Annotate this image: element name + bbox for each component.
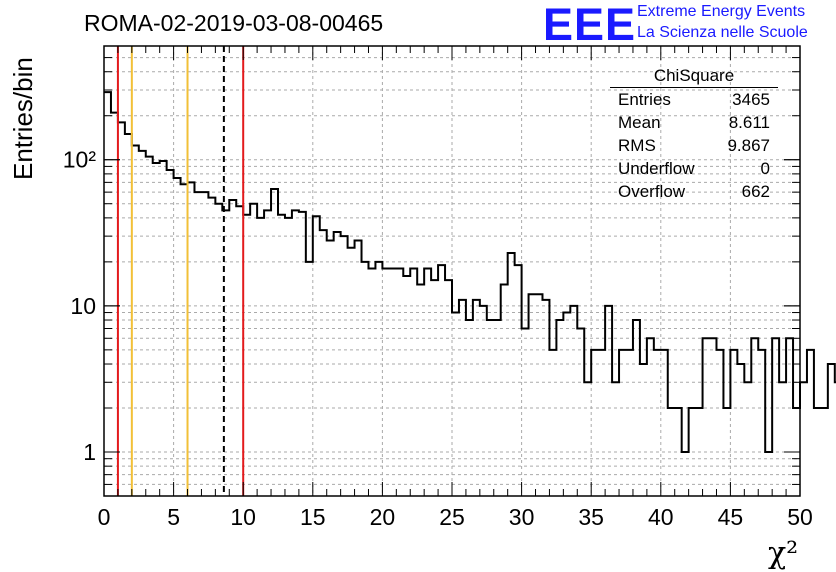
- x-tick-label: 25: [439, 504, 465, 530]
- stats-label: Mean: [618, 113, 661, 132]
- stats-row: RMS 9.867: [610, 134, 778, 157]
- x-axis-label: χ²: [768, 536, 799, 571]
- x-tick-label: 30: [509, 504, 535, 530]
- stats-title: ChiSquare: [610, 66, 778, 88]
- y-tick-label: 10²: [63, 147, 97, 173]
- x-tick-label: 10: [230, 504, 256, 530]
- stats-value: 9.867: [727, 136, 770, 155]
- stats-value: 3465: [732, 90, 770, 109]
- histogram-step-line: [104, 91, 836, 454]
- y-tick-label: 1: [83, 439, 96, 465]
- stats-row: Entries 3465: [610, 88, 778, 111]
- stats-value: 0: [760, 159, 770, 178]
- logo-tagline-2: La Scienza nelle Scuole: [637, 24, 808, 41]
- stats-label: Entries: [618, 90, 671, 109]
- y-tick-label: 10: [70, 293, 96, 319]
- stats-value: 8.611: [728, 113, 770, 132]
- stats-row: Underflow 0: [610, 157, 778, 180]
- x-tick-label: 5: [167, 504, 180, 530]
- x-tick-label: 40: [648, 504, 674, 530]
- eee-logo: EEE: [543, 0, 637, 50]
- x-tick-label: 20: [370, 504, 396, 530]
- x-tick-label: 35: [578, 504, 604, 530]
- stats-box: ChiSquare Entries 3465 Mean 8.611 RMS 9.…: [610, 66, 778, 203]
- stats-row: Mean 8.611: [610, 111, 778, 134]
- stats-label: Overflow: [618, 182, 686, 201]
- x-tick-label: 15: [300, 504, 326, 530]
- x-tick-label: 50: [787, 504, 813, 530]
- run-title: ROMA-02-2019-03-08-00465: [84, 10, 384, 36]
- x-tick-label: 45: [718, 504, 744, 530]
- stats-row: Overflow 662: [610, 180, 778, 203]
- stats-value: 662: [741, 182, 770, 201]
- logo-tagline-1: Extreme Energy Events: [637, 3, 806, 20]
- stats-label: Underflow: [618, 159, 695, 178]
- x-tick-label: 0: [98, 504, 111, 530]
- stats-label: RMS: [618, 136, 656, 155]
- y-axis-label: Entries/bin: [8, 57, 38, 180]
